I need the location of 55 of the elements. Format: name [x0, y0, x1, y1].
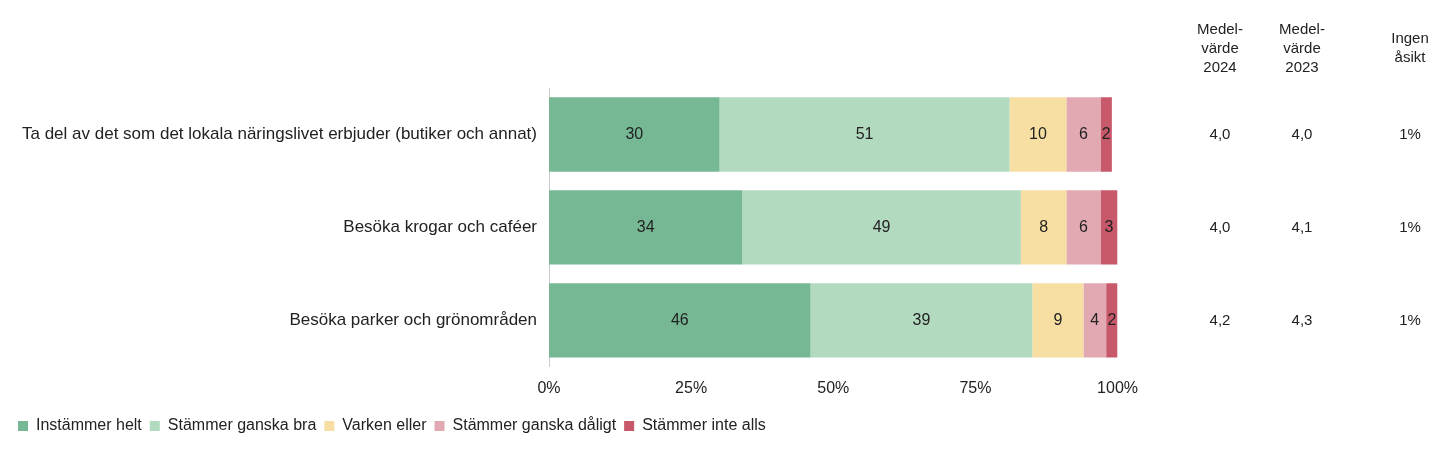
bar: [742, 190, 1021, 265]
legend-label: Stämmer ganska bra: [167, 416, 317, 434]
data-label: 39: [912, 310, 931, 328]
data-label: 34: [636, 217, 655, 235]
bar: [1066, 97, 1101, 172]
data-label: 46: [670, 310, 689, 328]
y-tick-label: Besöka krogar och caféer: [343, 217, 538, 237]
bar: [549, 283, 811, 358]
data-label: 4: [1090, 310, 1100, 328]
text: 4,0: [1291, 125, 1313, 144]
data-label: 49: [872, 217, 891, 235]
data-label: 3: [1104, 217, 1114, 235]
bar: [1009, 97, 1067, 172]
x-tick-label: 75%: [959, 378, 992, 396]
data-label: 30: [625, 124, 644, 142]
bar: [1100, 97, 1112, 172]
bar: [1020, 190, 1067, 265]
bar: [719, 97, 1010, 172]
x-tick-label: 100%: [1097, 378, 1138, 396]
bar: [810, 283, 1033, 358]
text: 1%: [1399, 125, 1421, 144]
y-tick-label: Besöka parker och grönområden: [289, 310, 538, 330]
y-tick-label: Ta del av det som det lokala näringslivet erbjuder (butiker och annat): [21, 124, 538, 144]
bar: [549, 190, 743, 265]
bar: [1066, 190, 1101, 265]
data-label: 2: [1101, 124, 1111, 142]
text: 1%: [1399, 218, 1421, 237]
x-tick-label: 50%: [817, 378, 850, 396]
text: Medel- värde 2024: [1197, 19, 1243, 77]
text: Ingen åsikt: [1391, 29, 1429, 67]
bar: [1032, 283, 1084, 358]
legend-label: Stämmer inte alls: [642, 416, 766, 434]
data-label: 9: [1053, 310, 1063, 328]
x-tick-label: 25%: [675, 378, 708, 396]
text: 4,0: [1209, 125, 1231, 144]
text: 4,0: [1209, 218, 1231, 237]
text: 4,1: [1291, 218, 1313, 237]
legend-label: Instämmer helt: [36, 416, 143, 434]
data-label: 6: [1078, 217, 1088, 235]
text: 1%: [1399, 310, 1421, 330]
legend-label: Varken eller: [342, 416, 428, 434]
x-tick-label: 0%: [537, 378, 561, 396]
data-label: 8: [1039, 217, 1049, 235]
data-label: 51: [855, 124, 874, 142]
data-label: 2: [1107, 310, 1117, 328]
text: Medel- värde 2023: [1279, 19, 1325, 77]
text: 4,2: [1209, 310, 1231, 330]
legend-label: Stämmer ganska dåligt: [452, 416, 617, 434]
data-label: 6: [1078, 124, 1088, 142]
text: 4,3: [1291, 310, 1313, 330]
data-label: 10: [1029, 124, 1047, 142]
bar: [1106, 283, 1118, 358]
bar: [1100, 190, 1118, 265]
bar: [549, 97, 720, 172]
bar: [1083, 283, 1107, 358]
